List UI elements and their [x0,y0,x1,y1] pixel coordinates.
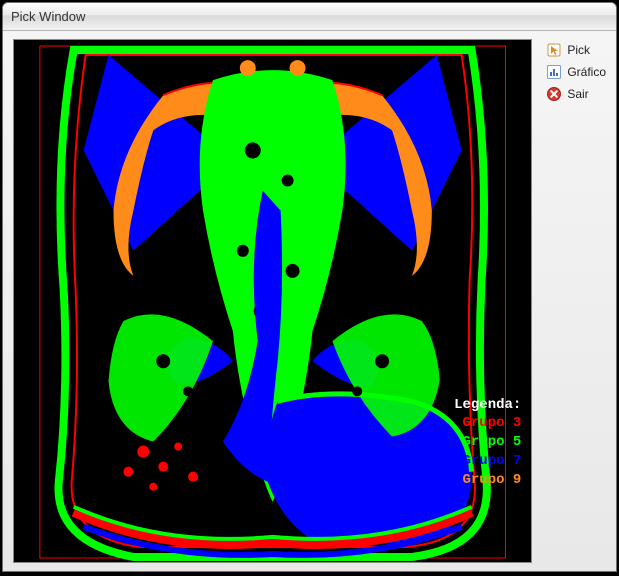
side-label: Sair [567,87,588,101]
grafico-button[interactable]: Gráfico [542,61,610,83]
window-title: Pick Window [11,9,85,24]
legend-item: Grupo 5 [454,433,521,452]
side-label: Pick [567,43,590,57]
close-icon [546,86,562,102]
legend-title: Legenda: [454,396,521,415]
client-area: Legenda: Grupo 3 Grupo 5 Grupo 7 Grupo 9… [3,31,616,571]
legend-label: Grupo 5 [463,434,522,450]
cursor-icon [546,42,562,58]
legend-item: Grupo 3 [454,414,521,433]
legend: Legenda: Grupo 3 Grupo 5 Grupo 7 Grupo 9 [454,396,521,490]
side-label: Gráfico [567,65,606,79]
sair-button[interactable]: Sair [542,83,610,105]
pick-window: Pick Window [2,2,617,572]
titlebar[interactable]: Pick Window [3,3,616,31]
pick-button[interactable]: Pick [542,39,610,61]
legend-item: Grupo 7 [454,452,521,471]
legend-label: Grupo 7 [463,453,522,469]
chart-icon [546,64,562,80]
legend-label: Grupo 3 [463,415,522,431]
legend-label: Grupo 9 [463,472,522,488]
segmentation-viewport[interactable]: Legenda: Grupo 3 Grupo 5 Grupo 7 Grupo 9 [13,39,532,563]
legend-item: Grupo 9 [454,471,521,490]
side-panel: Pick Gráfico Sair [536,31,616,571]
